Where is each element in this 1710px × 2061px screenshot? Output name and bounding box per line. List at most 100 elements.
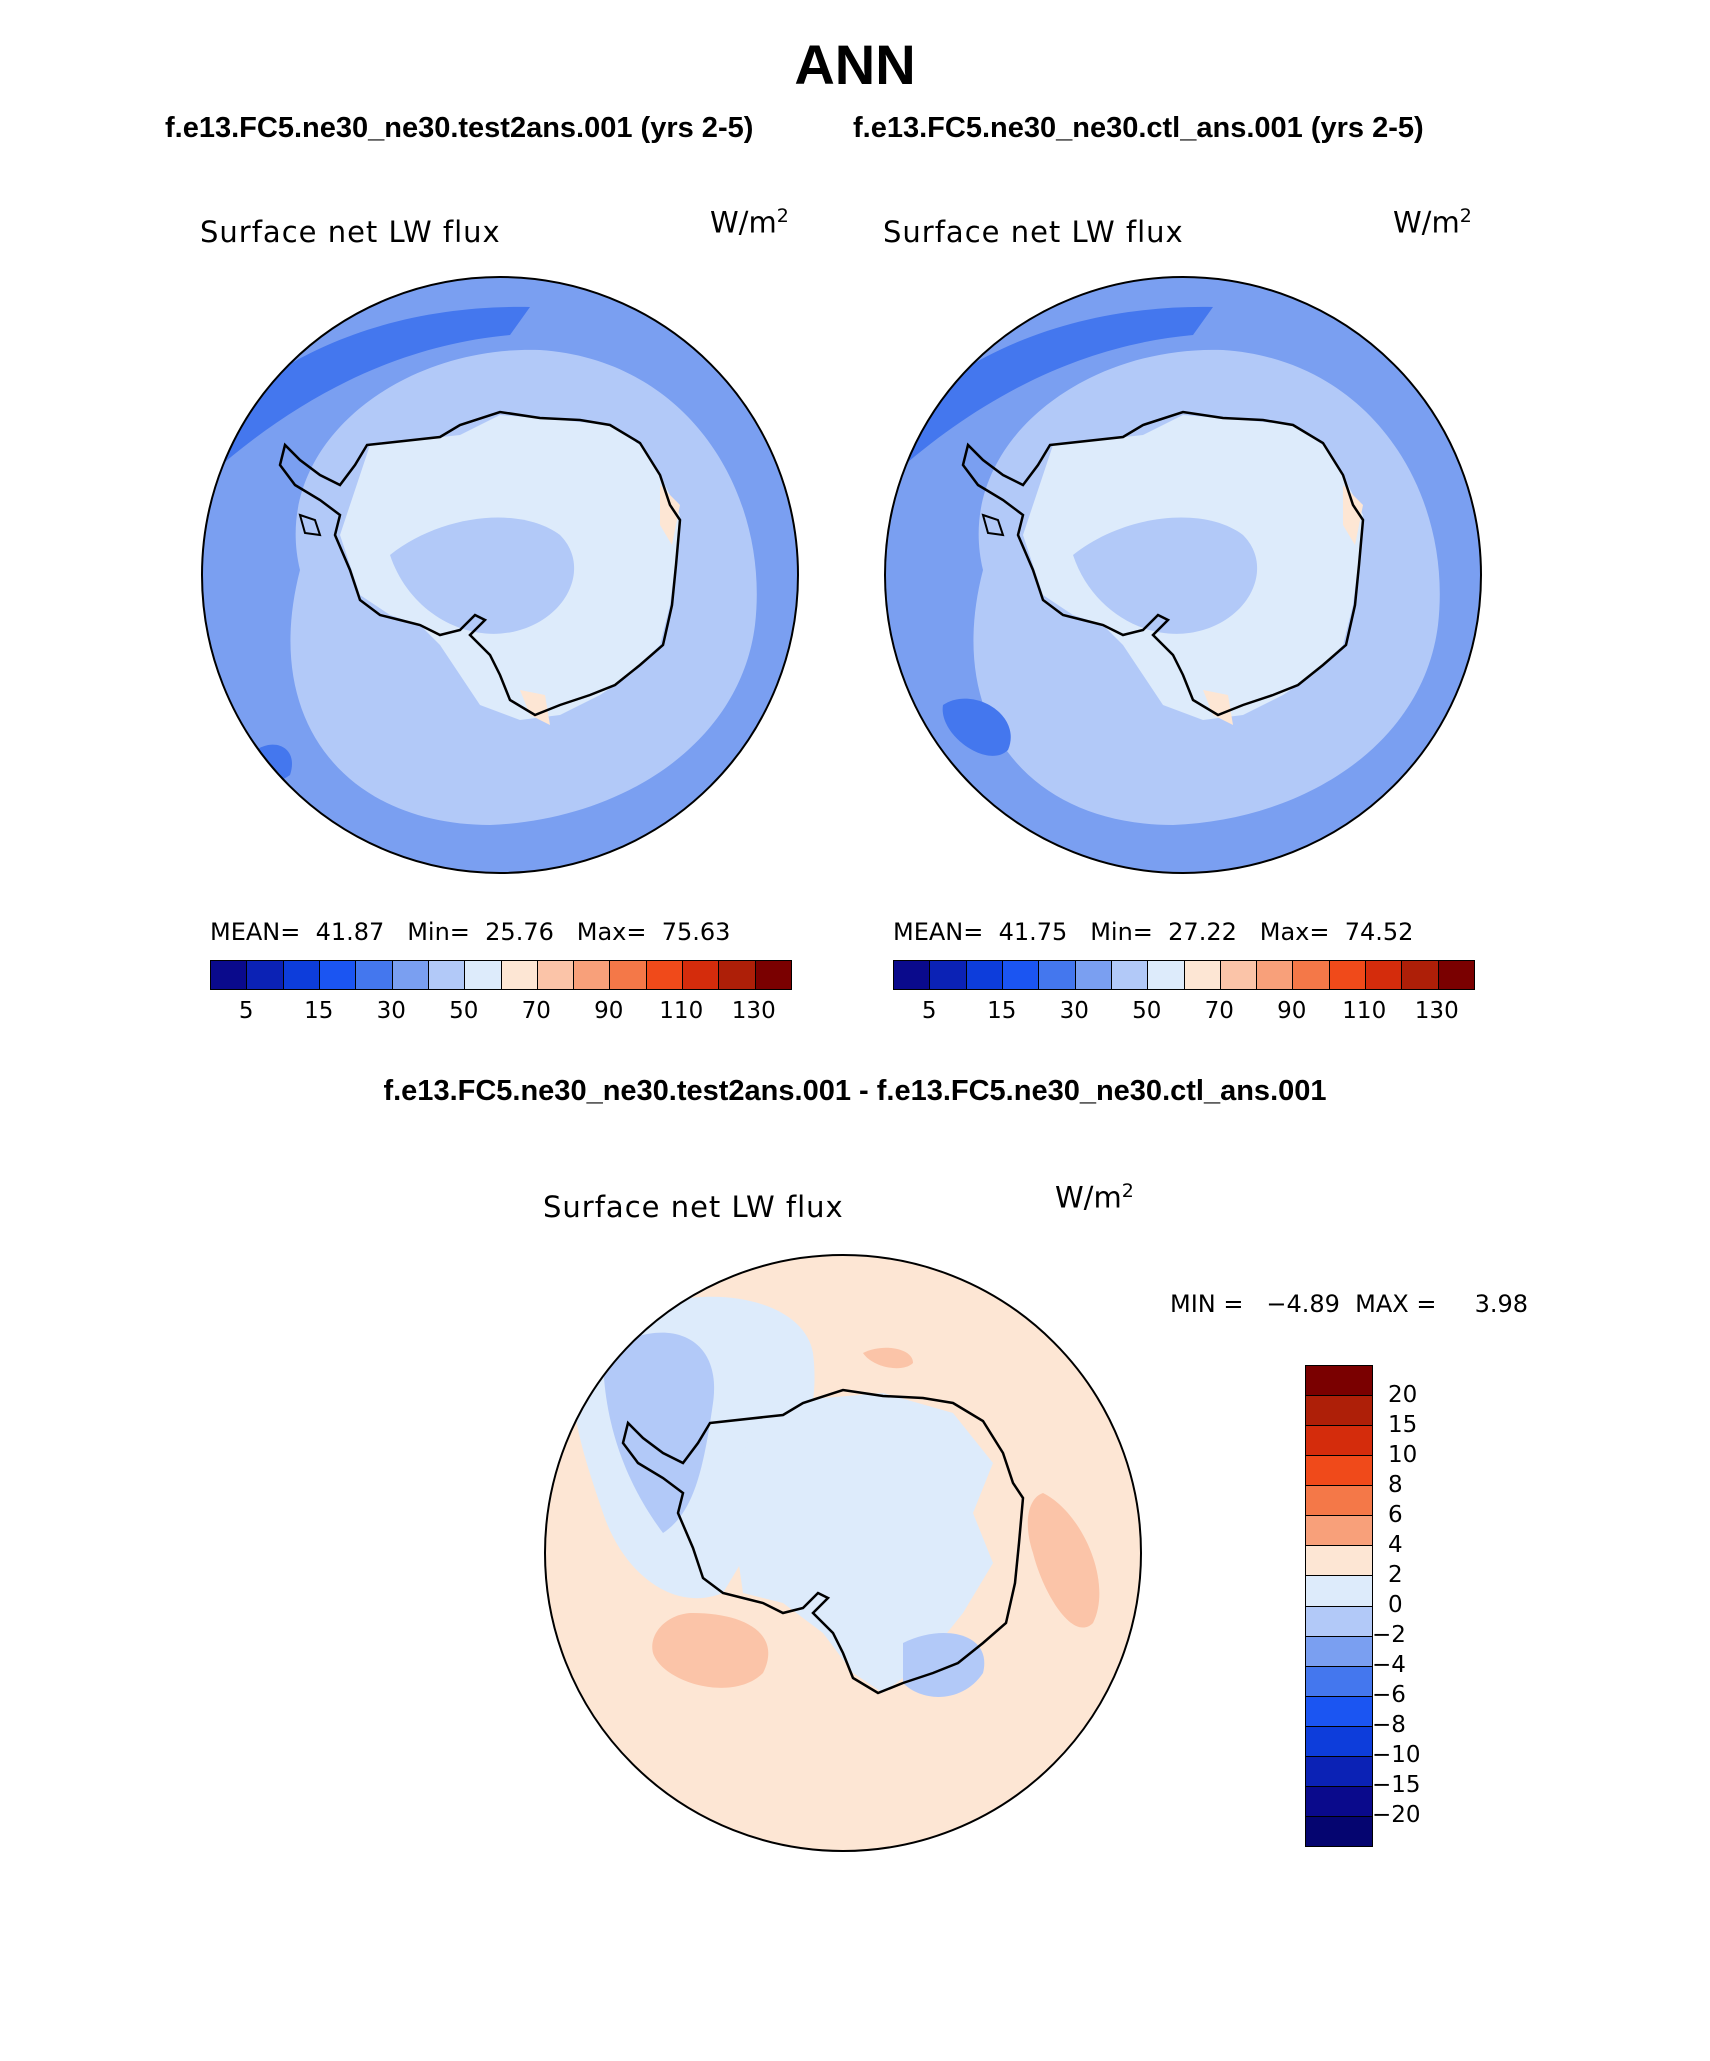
test-stats: MEAN= 41.87 Min= 25.76 Max= 75.63 (210, 918, 731, 946)
colorbar-swatch (1306, 1666, 1372, 1697)
colorbar-swatch (1438, 961, 1474, 989)
colorbar-tick-label: 110 (659, 998, 704, 1024)
control-colorbar-labels: 5 15 30 50 70 90 110 130 (893, 998, 1473, 1028)
peninsula-island (981, 513, 1005, 537)
colorbar-tick-label: 2 (1388, 1562, 1403, 1588)
colorbar-swatch (1366, 961, 1403, 989)
colorbar-swatch (1002, 961, 1040, 989)
colorbar-swatch (1306, 1726, 1372, 1757)
colorbar-tick-label: 30 (376, 998, 406, 1024)
colorbar-swatch (1148, 961, 1185, 989)
colorbar-tick-label: 6 (1388, 1502, 1403, 1528)
low-flux-patch-south (942, 698, 1011, 756)
test-polar-map (201, 276, 799, 874)
colorbar-swatch (1306, 1786, 1372, 1817)
control-polar-map (884, 276, 1482, 874)
colorbar-swatch (1075, 961, 1112, 989)
colorbar-tick-label: −20 (1372, 1802, 1421, 1828)
test-variable-label: Surface net LW flux (200, 215, 501, 249)
difference-variable-label: Surface net LW flux (543, 1190, 844, 1224)
colorbar-tick-label: 20 (1388, 1382, 1418, 1408)
warm-patch-ross (520, 690, 550, 725)
colorbar-swatch (465, 961, 502, 989)
colorbar-tick-label: 50 (1132, 998, 1162, 1024)
low-flux-patch (893, 306, 1213, 475)
colorbar-tick-label: 10 (1388, 1442, 1418, 1468)
map-border (544, 1254, 1142, 1852)
colorbar-tick-label: 4 (1388, 1532, 1403, 1558)
colorbar-swatch (1306, 1606, 1372, 1637)
colorbar-tick-label: 50 (449, 998, 479, 1024)
positive-anomaly-east (1027, 1493, 1100, 1628)
test-colorbar (210, 960, 792, 990)
colorbar-swatch (1306, 1456, 1372, 1487)
antarctic-coastline (961, 410, 1365, 717)
antarctic-coastline (621, 1388, 1025, 1695)
colorbar-swatch (428, 961, 466, 989)
interior-low-flux (1073, 517, 1258, 634)
colorbar-tick-label: 15 (987, 998, 1017, 1024)
positive-anomaly-south (652, 1613, 769, 1688)
colorbar-swatch (755, 961, 791, 989)
difference-colorbar-labels: 20 15 10 8 6 4 2 0 −2 −4 −6 −8 −10 −15 −20 (1372, 1365, 1482, 1845)
control-case-label: f.e13.FC5.ne30_ne30.ctl_ans.001 (yrs 2-5… (853, 112, 1424, 144)
difference-stats: MIN = −4.89 MAX = 3.98 (1170, 1290, 1529, 1318)
colorbar-swatch (1111, 961, 1149, 989)
strong-negative-peninsula (603, 1332, 715, 1533)
colorbar-swatch (683, 961, 720, 989)
colorbar-swatch (1257, 961, 1294, 989)
colorbar-swatch (1220, 961, 1258, 989)
colorbar-swatch (574, 961, 611, 989)
colorbar-swatch (610, 961, 647, 989)
colorbar-swatch (1039, 961, 1076, 989)
map-border (201, 276, 799, 874)
colorbar-tick-label: 130 (731, 998, 776, 1024)
colorbar-swatch (247, 961, 284, 989)
colorbar-swatch (1306, 1546, 1372, 1577)
difference-units-label: W/m2 (1055, 1180, 1134, 1215)
colorbar-swatch (319, 961, 357, 989)
colorbar-swatch (1306, 1816, 1372, 1846)
colorbar-swatch (1329, 961, 1367, 989)
control-variable-label: Surface net LW flux (883, 215, 1184, 249)
negative-anomaly-interior (733, 1393, 993, 1693)
colorbar-swatch (1306, 1516, 1372, 1547)
colorbar-swatch (211, 961, 248, 989)
colorbar-swatch (283, 961, 320, 989)
colorbar-swatch (392, 961, 429, 989)
colorbar-swatch (646, 961, 684, 989)
interior-low-flux (390, 517, 575, 634)
colorbar-tick-label: 8 (1388, 1472, 1403, 1498)
colorbar-tick-label: 0 (1388, 1592, 1403, 1618)
colorbar-tick-label: 130 (1414, 998, 1459, 1024)
colorbar-tick-label: −15 (1372, 1772, 1421, 1798)
colorbar-tick-label: −4 (1372, 1652, 1406, 1678)
colorbar-swatch (1306, 1636, 1372, 1667)
colorbar-tick-label: −8 (1372, 1712, 1406, 1738)
test-colorbar-labels: 5 15 30 50 70 90 110 130 (210, 998, 790, 1028)
test-case-label: f.e13.FC5.ne30_ne30.test2ans.001 (yrs 2-… (165, 112, 754, 144)
colorbar-swatch (930, 961, 967, 989)
colorbar-tick-label: 5 (921, 998, 937, 1024)
colorbar-tick-label: 15 (304, 998, 334, 1024)
colorbar-tick-label: −6 (1372, 1682, 1406, 1708)
colorbar-swatch (1402, 961, 1439, 989)
control-stats: MEAN= 41.75 Min= 27.22 Max= 74.52 (893, 918, 1414, 946)
negative-anomaly-ross (903, 1633, 985, 1697)
colorbar-swatch (537, 961, 575, 989)
colorbar-swatch (1306, 1486, 1372, 1517)
peninsula-island (298, 513, 322, 537)
colorbar-tick-label: 110 (1342, 998, 1387, 1024)
map-border (884, 276, 1482, 874)
colorbar-swatch (356, 961, 393, 989)
colorbar-tick-label: −2 (1372, 1622, 1406, 1648)
page-title: ANN (794, 33, 916, 96)
colorbar-swatch (1306, 1426, 1372, 1457)
colorbar-tick-label: 70 (521, 998, 551, 1024)
control-units-label: W/m2 (1393, 205, 1472, 240)
warm-patch-ross (1203, 690, 1233, 725)
difference-title: f.e13.FC5.ne30_ne30.test2ans.001 - f.e13… (383, 1075, 1327, 1107)
colorbar-tick-label: 15 (1388, 1412, 1418, 1438)
test-units-label: W/m2 (710, 205, 789, 240)
colorbar-tick-label: 5 (238, 998, 254, 1024)
